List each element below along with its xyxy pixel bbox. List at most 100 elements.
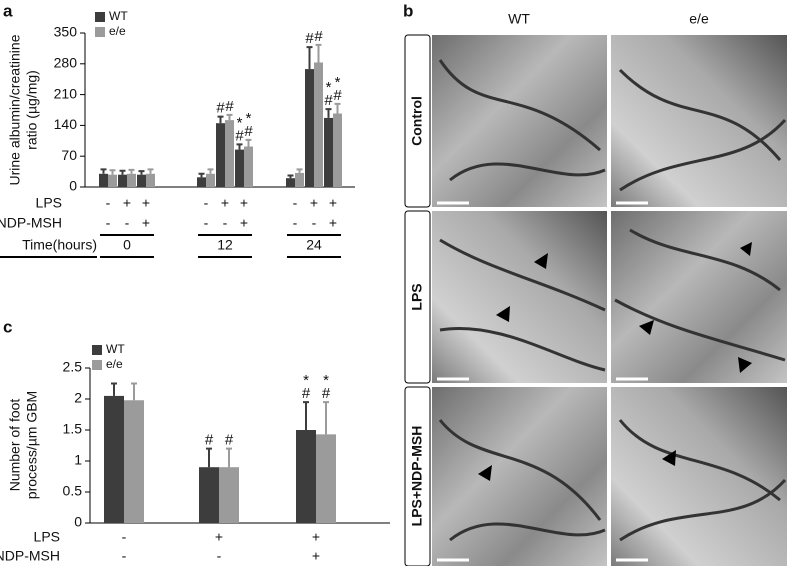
- error-bar: [100, 168, 107, 174]
- y-tick-label: 0: [74, 514, 82, 530]
- membrane: [438, 59, 787, 192]
- bar: [108, 174, 117, 187]
- micrograph: [432, 211, 607, 383]
- significance-mark: #: [225, 98, 234, 115]
- bar: [235, 149, 244, 187]
- condition-sign: -: [122, 529, 127, 545]
- error-bar: [119, 169, 126, 175]
- bar: [225, 120, 234, 187]
- legend-swatch: [95, 12, 105, 22]
- error-bar: [226, 113, 233, 121]
- bar: [197, 177, 206, 187]
- significance-mark: #: [235, 127, 244, 144]
- error-bar: [236, 143, 243, 150]
- significance-mark: *: [237, 114, 243, 131]
- error-bar: [323, 401, 329, 435]
- micrograph: [611, 387, 787, 566]
- panel-label: a: [3, 1, 13, 20]
- bar: [206, 173, 215, 187]
- legend-label: WT: [106, 342, 125, 356]
- bar: [324, 117, 333, 187]
- group-label: 0: [123, 237, 131, 253]
- row-label-box: [404, 386, 431, 566]
- error-bar: [296, 168, 303, 173]
- legend-label: e/e: [109, 24, 126, 38]
- micrograph-panel: b WT e/e Control LPS LPS+NDP-MSH: [403, 1, 787, 566]
- panel-label: b: [403, 1, 413, 20]
- condition-sign: -: [106, 195, 111, 211]
- condition-sign: -: [223, 215, 228, 231]
- condition-sign: +: [221, 195, 229, 211]
- y-axis-label: Number of foot: [7, 399, 23, 492]
- condition-sign: -: [204, 215, 209, 231]
- row-label: LPS+NDP-MSH: [409, 426, 425, 527]
- arrowheads: [478, 242, 752, 481]
- legend-swatch: [95, 27, 105, 37]
- bar: [316, 434, 336, 523]
- condition-sign: +: [240, 215, 248, 231]
- y-tick-label: 70: [61, 147, 77, 163]
- bar: [137, 174, 146, 187]
- scale-bars: [437, 201, 648, 562]
- y-tick-label: 210: [54, 85, 78, 101]
- error-bar: [147, 168, 154, 174]
- bar: [305, 69, 314, 187]
- panel-label: c: [3, 317, 12, 336]
- condition-sign: +: [123, 195, 131, 211]
- condition-sign: +: [310, 195, 318, 211]
- error-bar: [128, 168, 135, 174]
- column-label: WT: [508, 11, 530, 27]
- group-axis-label: Time(hours): [22, 237, 97, 253]
- condition-sign: +: [329, 195, 337, 211]
- condition-sign: -: [106, 215, 111, 231]
- significance-mark: *: [326, 79, 332, 96]
- bar: [286, 178, 295, 187]
- bar: [219, 467, 239, 523]
- row-label-box: [404, 34, 431, 208]
- error-bar: [207, 168, 214, 174]
- significance-mark: #: [322, 385, 331, 402]
- legend-label: WT: [109, 9, 128, 23]
- bar: [118, 174, 127, 187]
- micrograph: [432, 387, 607, 566]
- bar: [244, 146, 253, 187]
- group-label: 12: [217, 237, 233, 253]
- condition-sign: -: [125, 215, 130, 231]
- error-bar: [325, 108, 332, 118]
- y-axis-label: Urine albumin/creatinine: [7, 34, 23, 185]
- error-bar: [226, 447, 232, 468]
- significance-mark: *: [335, 74, 341, 91]
- membrane: [439, 228, 786, 372]
- y-tick-label: 280: [54, 55, 78, 71]
- significance-mark: *: [246, 110, 252, 127]
- y-tick-label: 350: [54, 24, 78, 40]
- row-label: NDP-MSH: [0, 215, 62, 231]
- condition-sign: +: [142, 215, 150, 231]
- legend-swatch: [92, 360, 102, 370]
- condition-sign: +: [312, 548, 320, 564]
- y-tick-label: 1: [74, 452, 82, 468]
- y-axis-label: ratio (µg/mg): [24, 70, 40, 150]
- error-bar: [111, 382, 117, 396]
- row-label: LPS: [36, 195, 62, 211]
- membrane: [438, 419, 787, 542]
- significance-mark: #: [244, 123, 253, 140]
- error-bar: [198, 172, 205, 178]
- y-tick-label: 140: [54, 116, 78, 132]
- group-label: 24: [306, 237, 322, 253]
- condition-sign: +: [240, 195, 248, 211]
- bar: [216, 123, 225, 187]
- condition-sign: +: [312, 529, 320, 545]
- bar: [333, 113, 342, 187]
- significance-mark: #: [302, 385, 311, 402]
- significance-mark: #: [324, 92, 333, 109]
- row-label: LPS: [34, 529, 60, 545]
- bar: [199, 467, 219, 523]
- significance-mark: #: [205, 432, 214, 449]
- significance-mark: #: [305, 30, 314, 47]
- error-bar: [334, 102, 341, 114]
- condition-sign: -: [204, 195, 209, 211]
- error-bar: [315, 43, 322, 63]
- y-tick-label: 1.5: [63, 421, 83, 437]
- bar: [99, 173, 108, 187]
